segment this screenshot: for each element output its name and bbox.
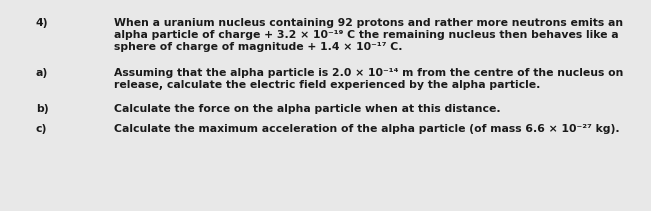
Text: a): a) — [36, 68, 48, 78]
Text: 4): 4) — [36, 18, 48, 28]
Text: b): b) — [36, 104, 48, 114]
Text: When a uranium nucleus containing 92 protons and rather more neutrons emits an: When a uranium nucleus containing 92 pro… — [114, 18, 623, 28]
Text: sphere of charge of magnitude + 1.4 × 10⁻¹⁷ C.: sphere of charge of magnitude + 1.4 × 10… — [114, 42, 402, 52]
Text: alpha particle of charge + 3.2 × 10⁻¹⁹ C the remaining nucleus then behaves like: alpha particle of charge + 3.2 × 10⁻¹⁹ C… — [114, 30, 618, 40]
Text: Calculate the force on the alpha particle when at this distance.: Calculate the force on the alpha particl… — [114, 104, 501, 114]
Text: release, calculate the electric field experienced by the alpha particle.: release, calculate the electric field ex… — [114, 80, 540, 90]
Text: Assuming that the alpha particle is 2.0 × 10⁻¹⁴ m from the centre of the nucleus: Assuming that the alpha particle is 2.0 … — [114, 68, 623, 78]
Text: Calculate the maximum acceleration of the alpha particle (of mass 6.6 × 10⁻²⁷ kg: Calculate the maximum acceleration of th… — [114, 124, 620, 134]
Text: c): c) — [36, 124, 47, 134]
